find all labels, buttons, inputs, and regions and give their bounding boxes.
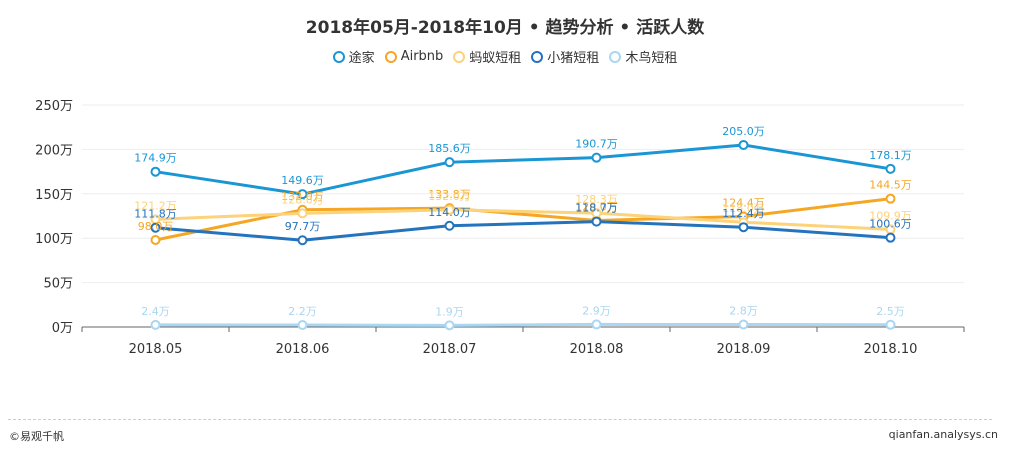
- data-point: [150, 222, 161, 233]
- legend-item[interactable]: 蚂蚁短租: [453, 47, 521, 66]
- data-label: 118.0万: [722, 202, 765, 215]
- data-label: 144.5万: [869, 179, 912, 192]
- data-point: [297, 235, 308, 246]
- data-label: 185.6万: [428, 142, 471, 155]
- data-label: 120.0万: [575, 200, 618, 213]
- data-point: [444, 320, 455, 331]
- series-line-2: [155, 208, 891, 231]
- legend-label: 小猪短租: [547, 51, 600, 66]
- data-label: 2.5万: [876, 305, 905, 318]
- data-label: 2.8万: [729, 305, 758, 318]
- label-layer: 174.9万 149.6万 185.6万 190.7万 205.0万 178.1万 98.0…: [134, 125, 912, 318]
- x-tick-label: 2018.06: [276, 342, 330, 357]
- data-label: 124.4万: [722, 197, 765, 210]
- legend-circle-icon: [332, 50, 345, 63]
- data-point: [297, 320, 308, 331]
- legend-label: 途家: [348, 51, 375, 66]
- series-line-1: [155, 197, 891, 242]
- data-point: [591, 319, 602, 330]
- y-tick-label: 100万: [35, 232, 73, 247]
- data-point: [885, 193, 896, 204]
- data-point: [591, 152, 602, 163]
- footer-site[interactable]: qianfan.analysys.cn: [888, 428, 998, 441]
- data-label: 178.1万: [869, 149, 912, 162]
- series-line-3: [155, 220, 891, 242]
- footer-brand: ©易观千帆: [9, 430, 64, 443]
- data-label: 174.9万: [134, 152, 177, 165]
- data-point: [297, 189, 308, 200]
- data-point: [150, 166, 161, 177]
- data-label: 132.0万: [428, 190, 471, 203]
- data-point: [738, 222, 749, 233]
- data-point: [444, 157, 455, 168]
- data-point: [885, 319, 896, 330]
- x-tick-label: 2018.05: [129, 342, 183, 357]
- data-label: 133.8万: [428, 188, 471, 201]
- data-label: 190.7万: [575, 138, 618, 151]
- chart-title: 2018年05月-2018年10月 • 趋势分析 • 活跃人数: [305, 18, 705, 38]
- data-label: 132.0万: [281, 190, 324, 203]
- x-tick-label: 2018.08: [570, 342, 624, 357]
- data-label: 2.2万: [288, 305, 317, 318]
- axis-layer: 0万 50万 100万 150万 200万 250万 2018.05 2018.06 2018.…: [35, 99, 965, 357]
- data-point: [885, 163, 896, 174]
- legend-item[interactable]: 途家: [332, 47, 375, 66]
- legend-item[interactable]: 木鸟短租: [609, 47, 677, 66]
- data-label: 2.4万: [141, 305, 170, 318]
- data-point: [150, 234, 161, 245]
- series-line-4: [155, 322, 891, 327]
- data-label: 205.0万: [722, 125, 765, 138]
- grid-layer: [82, 104, 964, 284]
- chart-legend: 途家 Airbnb 蚂蚁短租 小猪短租 木鸟短租: [0, 47, 1010, 66]
- series-line-0: [155, 143, 891, 196]
- data-label: 111.8万: [134, 208, 177, 221]
- legend-circle-icon: [609, 50, 622, 63]
- data-label: 97.7万: [285, 220, 321, 233]
- data-point: [738, 139, 749, 150]
- footer-divider: [8, 419, 992, 420]
- y-tick-label: 50万: [43, 277, 73, 292]
- data-point: [885, 232, 896, 243]
- data-label: 118.7万: [575, 202, 618, 215]
- legend-circle-icon: [384, 50, 397, 63]
- legend-circle-icon: [531, 50, 544, 63]
- data-label: 2.9万: [582, 304, 611, 317]
- legend-label: Airbnb: [400, 49, 444, 64]
- data-label: 121.2万: [134, 199, 177, 212]
- legend-item[interactable]: Airbnb: [384, 47, 444, 66]
- series-layer: [150, 139, 896, 331]
- x-tick-label: 2018.10: [864, 342, 918, 357]
- x-tick-label: 2018.07: [423, 342, 477, 357]
- data-label: 149.6万: [281, 174, 324, 187]
- data-label: 112.4万: [722, 207, 765, 220]
- data-point: [591, 216, 602, 227]
- data-label: 98.0万: [138, 220, 174, 233]
- data-label: 128.0万: [281, 193, 324, 206]
- legend-item[interactable]: 小猪短租: [531, 47, 599, 66]
- data-label: 128.3万: [575, 193, 618, 206]
- y-tick-label: 150万: [35, 188, 73, 203]
- data-label: 1.9万: [435, 305, 464, 318]
- data-point: [150, 319, 161, 330]
- data-point: [297, 208, 308, 219]
- data-point: [444, 204, 455, 215]
- y-tick-label: 200万: [35, 143, 73, 158]
- legend-label: 蚂蚁短租: [469, 51, 522, 66]
- data-label: 109.9万: [869, 209, 912, 222]
- y-tick-label: 0万: [52, 321, 73, 336]
- data-point: [444, 220, 455, 231]
- legend-circle-icon: [453, 50, 466, 63]
- data-label: 100.6万: [869, 218, 912, 231]
- x-tick-label: 2018.09: [717, 342, 771, 357]
- y-tick-label: 250万: [35, 99, 73, 114]
- legend-label: 木鸟短租: [625, 51, 678, 66]
- data-label: 114.0万: [428, 206, 471, 219]
- data-point: [738, 319, 749, 330]
